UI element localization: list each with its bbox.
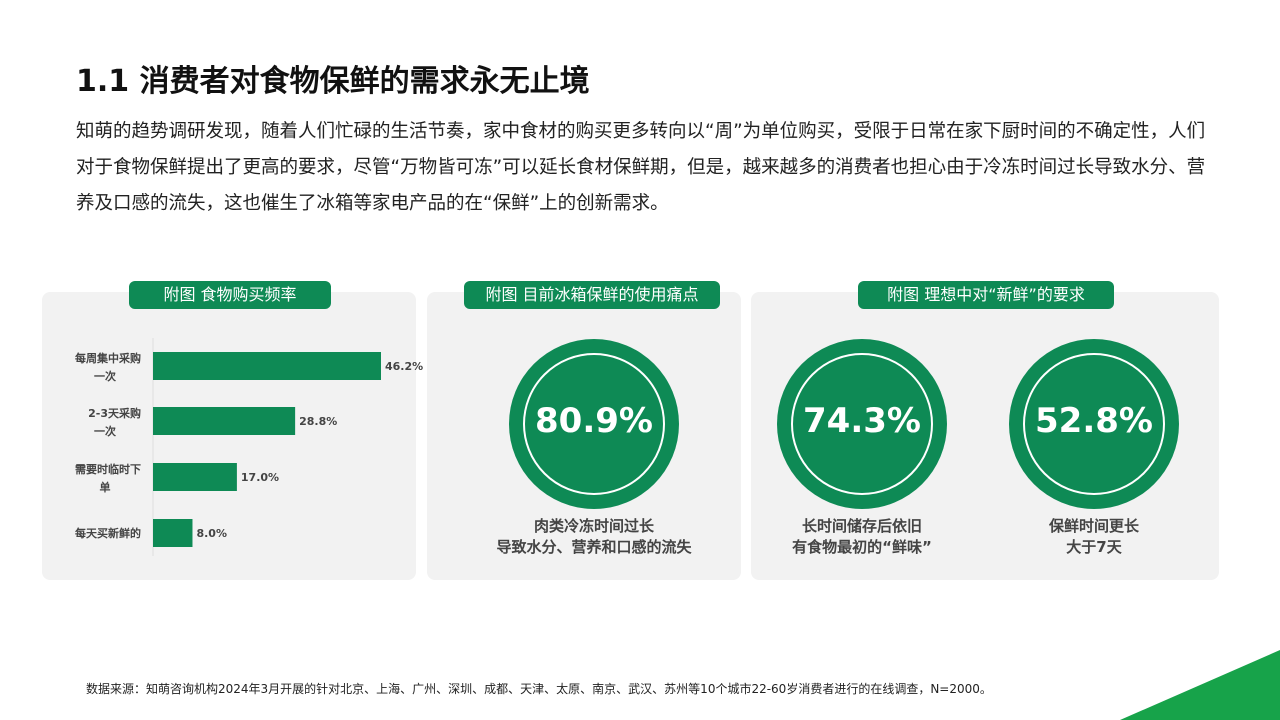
stat-value: 74.3% <box>803 401 921 441</box>
intro-text: 知萌的趋势调研发现，随着人们忙碌的生活节奏，家中食材的购买更多转向以“周”为单位… <box>76 121 1206 214</box>
stat-circle: 52.8% <box>1009 339 1179 509</box>
category-label: 2-3天采购 <box>88 406 141 420</box>
page-title: 1.1 消费者对食物保鲜的需求永无止境 <box>76 64 590 99</box>
bar <box>153 407 296 435</box>
stat-caption: 保鲜时间更长 大于7天 <box>964 516 1224 558</box>
corner-decoration <box>1120 650 1280 720</box>
stat-value: 52.8% <box>1035 401 1153 441</box>
stat-caption: 长时间储存后依旧 有食物最初的“鲜味” <box>732 516 992 558</box>
stat-circle: 74.3% <box>777 339 947 509</box>
category-label: 每天买新鲜的 <box>75 526 141 540</box>
caption-line: 导致水分、营养和口感的流失 <box>496 538 692 556</box>
bar <box>153 463 237 491</box>
data-label: 8.0% <box>196 527 227 540</box>
category-label-cont: 一次 <box>94 424 116 438</box>
data-label: 28.8% <box>299 415 337 428</box>
category-label: 每周集中采购 <box>75 351 141 365</box>
stat-value: 80.9% <box>535 401 653 441</box>
stat-caption: 肉类冷冻时间过长导致水分、营养和口感的流失 <box>464 516 724 558</box>
bar <box>153 519 193 547</box>
stat-circle: 80.9% <box>509 339 679 509</box>
category-label: 需要时临时下 <box>75 462 141 476</box>
panel-label: 附图 食物购买频率 <box>129 281 331 309</box>
panel-purchase-frequency <box>42 292 416 580</box>
data-source-note: 数据来源：知萌咨询机构2024年3月开展的针对北京、上海、广州、深圳、成都、天津… <box>86 682 992 696</box>
data-label: 17.0% <box>241 471 279 484</box>
panel-label: 附图 理想中对“新鲜”的要求 <box>858 281 1114 309</box>
bar <box>153 352 381 380</box>
category-label-cont: 一次 <box>94 369 116 383</box>
caption-line: 有食物最初的“鲜味” <box>792 538 932 556</box>
caption-line: 保鲜时间更长 <box>1048 517 1139 535</box>
caption-line: 肉类冷冻时间过长 <box>533 517 654 535</box>
caption-line: 长时间储存后依旧 <box>801 517 922 535</box>
panel-label: 附图 目前冰箱保鲜的使用痛点 <box>464 281 720 309</box>
caption-line: 大于7天 <box>1066 538 1122 556</box>
category-label-cont: 单 <box>100 480 111 494</box>
data-label: 46.2% <box>385 360 423 373</box>
